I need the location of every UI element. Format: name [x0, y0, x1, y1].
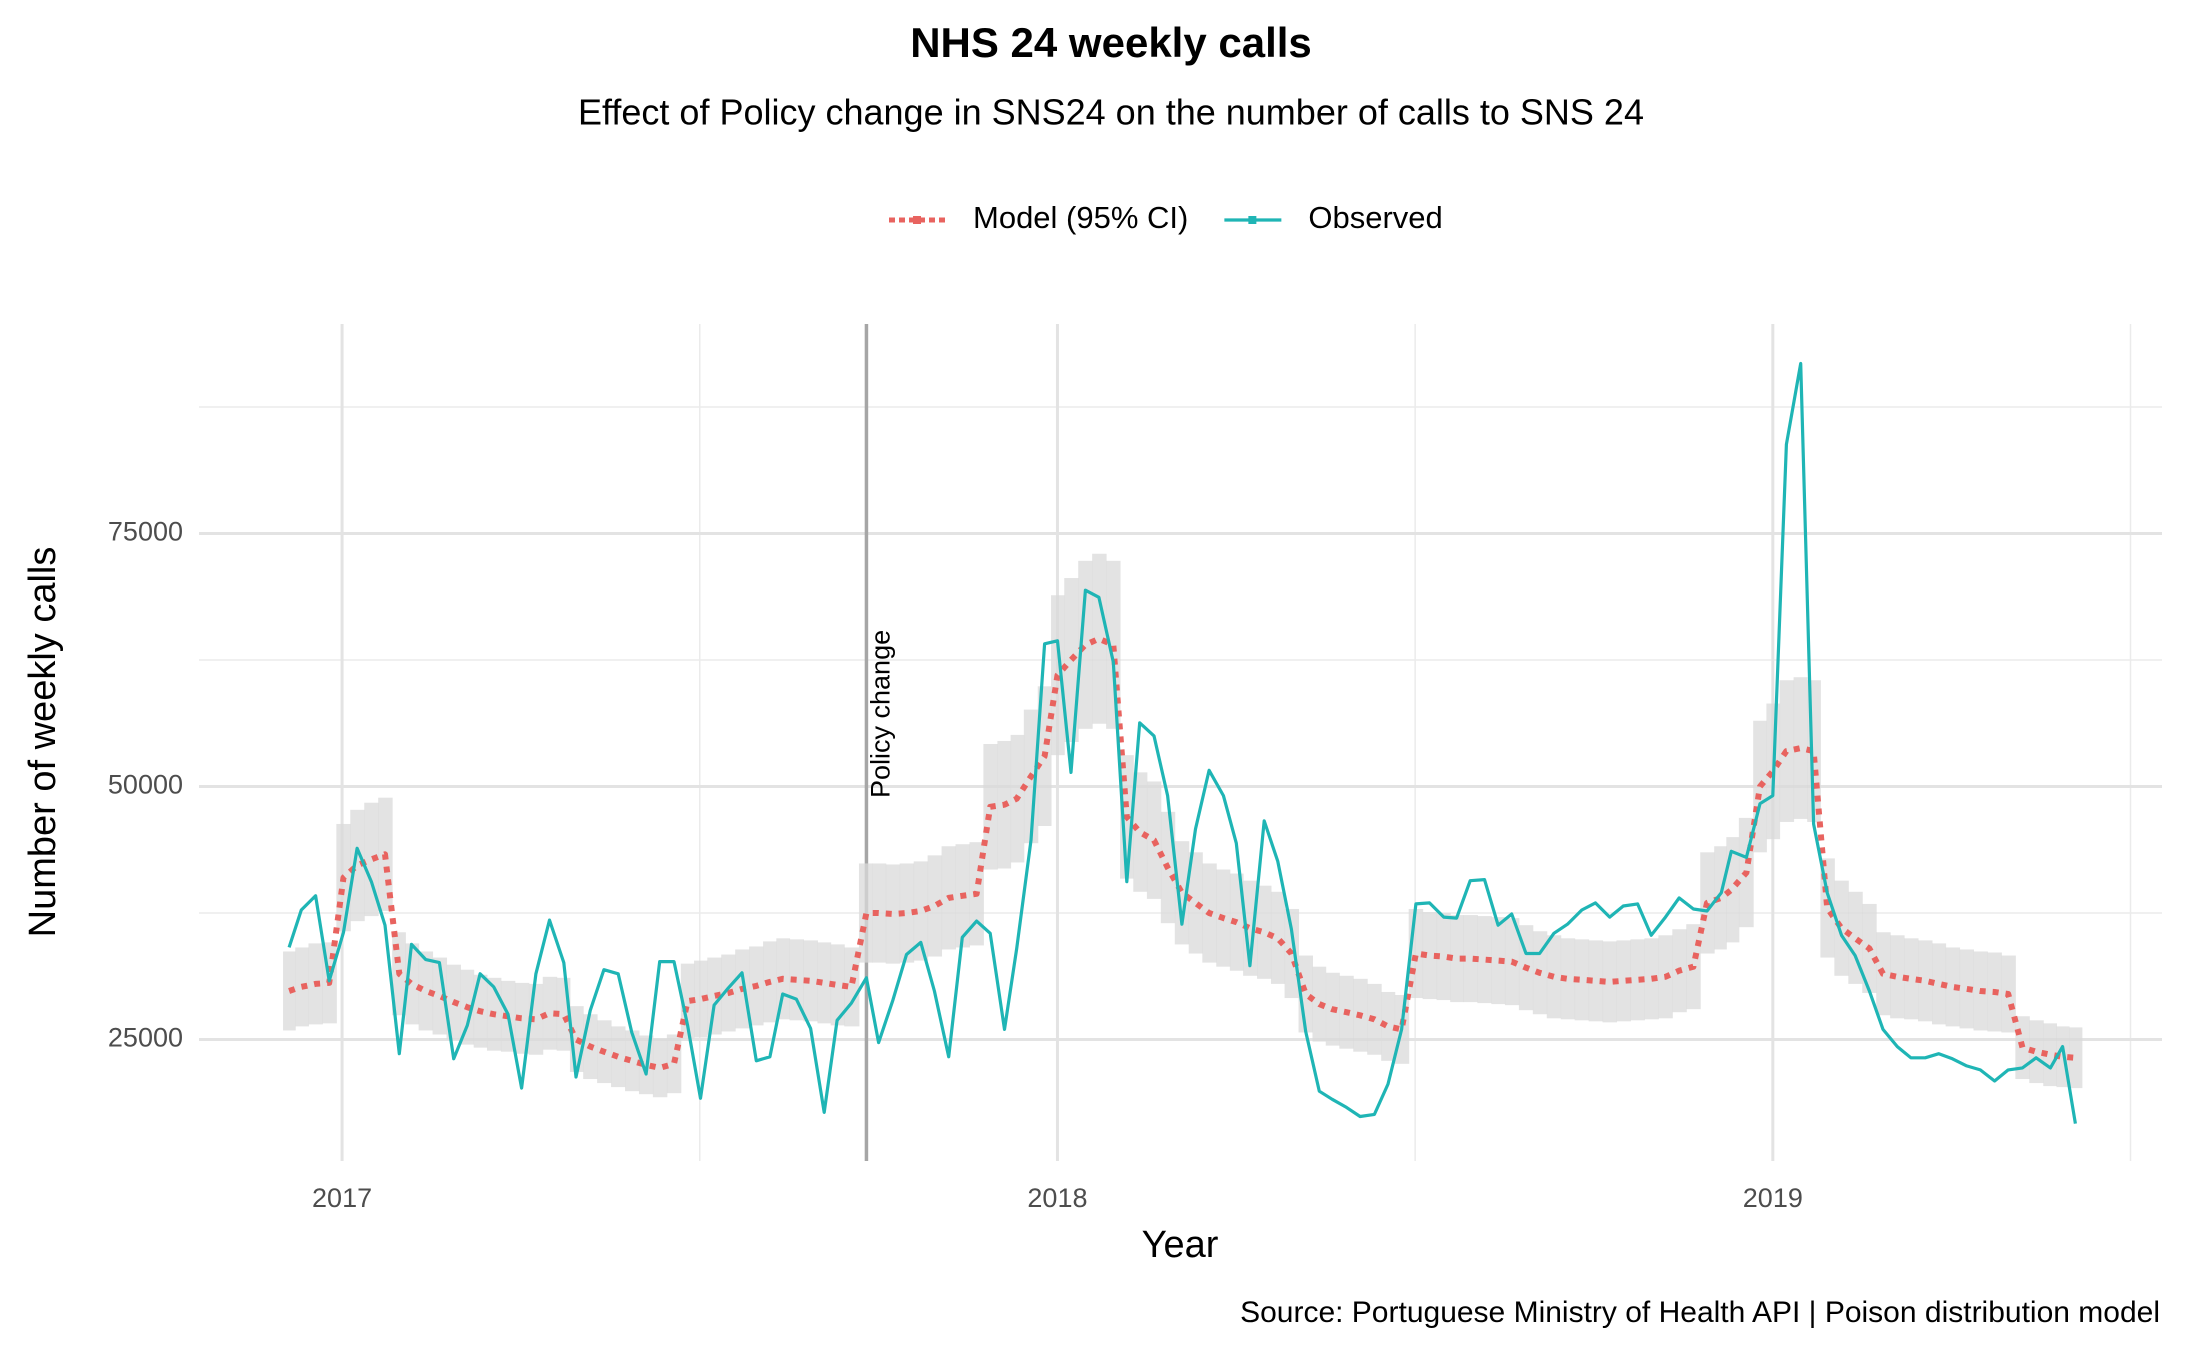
legend-label: Model (95% CI) — [973, 200, 1188, 235]
y-tick-label: 50000 — [108, 770, 183, 800]
ci-segment — [1945, 947, 1961, 1027]
y-tick-label: 25000 — [108, 1023, 183, 1053]
observed-line — [287, 361, 2077, 1124]
ci-segment — [364, 802, 379, 917]
ci-segment — [2069, 1027, 2083, 1089]
ci-segment — [872, 863, 887, 963]
ci-segment — [2043, 1023, 2057, 1087]
chart-title: NHS 24 weekly calls — [910, 19, 1312, 66]
ci-segment — [514, 982, 530, 1054]
ci-segment — [1848, 891, 1863, 984]
ci-segment — [1174, 841, 1190, 945]
ci-segment — [1491, 917, 1506, 1005]
ci-segment — [1876, 932, 1891, 1016]
ci-segment — [1932, 943, 1947, 1025]
ci-segment — [611, 1026, 626, 1088]
y-axis-title: Number of weekly calls — [22, 547, 64, 938]
ci-segment — [1918, 940, 1933, 1022]
x-tick-label: 2019 — [1743, 1183, 1803, 1213]
model-line — [288, 635, 2076, 1071]
ci-segment — [1588, 940, 1604, 1022]
ci-segment — [858, 863, 874, 963]
ci-segment — [652, 1038, 668, 1098]
ci-segment — [817, 942, 832, 1024]
ci-segment — [1257, 885, 1272, 979]
ci-segment — [1133, 772, 1148, 892]
ci-segment — [1243, 880, 1258, 976]
ci-segment — [1381, 991, 1396, 1061]
ci-segment — [1616, 940, 1631, 1022]
legend-key — [889, 216, 946, 224]
legend-key-point — [913, 216, 921, 224]
chart-subtitle: Effect of Policy change in SNS24 on the … — [578, 92, 1644, 133]
x-axis-title: Year — [1142, 1224, 1219, 1266]
ci-segment — [830, 944, 845, 1026]
x-tick-label: 2018 — [1027, 1183, 1087, 1213]
y-tick-label: 75000 — [108, 517, 183, 547]
ci-segment — [1560, 938, 1576, 1020]
legend: Model (95% CI) Observed — [889, 200, 1443, 235]
ci-segment — [1546, 935, 1562, 1019]
ci-segment — [1834, 880, 1849, 976]
ci-segment — [694, 960, 708, 1038]
ci-segment — [1188, 852, 1203, 954]
ci-segment — [707, 957, 722, 1035]
ci-segment — [1630, 939, 1645, 1021]
ci-segment — [803, 940, 818, 1022]
ci-segment — [1959, 949, 1974, 1029]
ci-segment — [1890, 935, 1905, 1019]
ci-segment — [418, 951, 434, 1031]
ci-segment — [1450, 915, 1464, 1003]
ci-segment — [1078, 560, 1093, 729]
ci-segment — [885, 864, 901, 964]
ci-segment — [350, 809, 365, 922]
x-tick-label: 2017 — [312, 1183, 372, 1213]
annotation-label: Policy change — [866, 630, 896, 798]
ci-segment — [899, 863, 915, 963]
ci-segment — [789, 939, 804, 1021]
ci-segment — [2029, 1020, 2044, 1084]
ci-segment — [1422, 912, 1438, 1000]
ci-segment — [913, 861, 929, 961]
ci-segment — [1477, 916, 1492, 1004]
legend-key — [1224, 216, 1282, 224]
ci-band — [283, 553, 2083, 1098]
ci-segment — [1793, 677, 1808, 819]
ci-segment — [1574, 939, 1590, 1021]
ci-segment — [432, 957, 448, 1035]
ci-segment — [1436, 913, 1451, 1001]
ci-segment — [1463, 915, 1478, 1003]
legend-key-point — [1248, 216, 1257, 224]
ci-segment — [1602, 941, 1618, 1023]
ci-segment — [542, 976, 558, 1050]
ci-segment — [1270, 891, 1286, 984]
ci-segment — [1904, 938, 1919, 1020]
ci-segment — [927, 855, 943, 957]
ci-segment — [666, 1034, 682, 1094]
legend-label: Observed — [1308, 200, 1442, 235]
caption: Source: Portuguese Ministry of Health AP… — [1240, 1296, 2160, 1329]
ci-segment — [1714, 846, 1727, 950]
